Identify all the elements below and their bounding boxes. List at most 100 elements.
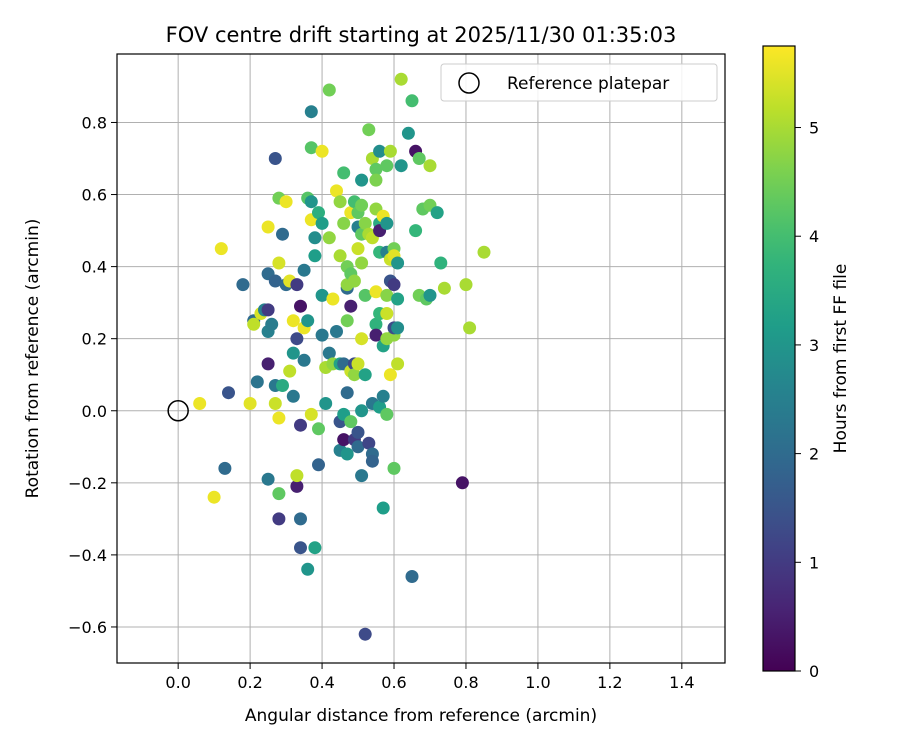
scatter-point <box>236 278 250 292</box>
plot-frame <box>116 53 726 664</box>
legend-label: Reference platepar <box>507 74 669 94</box>
scatter-point <box>265 317 279 331</box>
scatter-point <box>369 317 383 331</box>
scatter-point <box>308 249 322 263</box>
scatter-point <box>315 288 329 302</box>
scatter-point <box>243 397 257 410</box>
scatter-point <box>383 368 397 382</box>
scatter-point <box>337 433 351 447</box>
scatter-point <box>391 256 405 270</box>
scatter-point <box>344 415 358 429</box>
scatter-point <box>387 278 401 292</box>
x-tick-label: 0.0 <box>165 673 190 692</box>
y-tick-label: 0.8 <box>82 113 107 132</box>
scatter-point <box>286 314 300 328</box>
x-tick-label: 0.8 <box>453 673 478 692</box>
scatter-point <box>455 476 469 490</box>
scatter-point <box>362 123 376 137</box>
colorbar-tick-label: 3 <box>809 336 819 355</box>
scatter-point <box>290 278 304 292</box>
scatter-point <box>351 357 365 371</box>
scatter-point <box>330 184 343 198</box>
scatter-point <box>355 469 369 483</box>
legend-reference-marker <box>458 72 480 94</box>
scatter-point <box>315 328 329 342</box>
scatter-point <box>301 314 315 328</box>
scatter-point <box>272 411 286 425</box>
scatter-point <box>387 461 401 475</box>
scatter-point <box>391 292 405 306</box>
scatter-point <box>463 321 477 335</box>
scatter-point <box>315 216 329 230</box>
reference-marker-layer <box>167 400 189 422</box>
y-tick-label: −0.4 <box>68 546 107 565</box>
scatter-point <box>333 195 347 209</box>
scatter-point <box>290 332 304 346</box>
scatter-point <box>369 328 383 342</box>
scatter-point <box>394 72 408 86</box>
scatter-point <box>351 425 365 439</box>
colorbar-tick-label: 0 <box>809 662 819 681</box>
scatter-point <box>383 144 397 158</box>
scatter-point <box>283 364 297 378</box>
scatter-point <box>355 404 369 418</box>
scatter-point <box>286 389 300 403</box>
x-tick-label: 0.6 <box>381 673 406 692</box>
scatter-point <box>286 346 300 360</box>
scatter-point <box>380 159 394 173</box>
scatter-point <box>409 224 423 238</box>
scatter-point <box>434 256 448 270</box>
x-tick-label: 1.2 <box>597 673 622 692</box>
scatter-point <box>423 159 437 173</box>
scatter-point <box>376 501 390 515</box>
y-tick-label: 0.2 <box>82 330 107 349</box>
scatter-point <box>430 206 444 220</box>
scatter-point <box>326 292 340 306</box>
scatter-point <box>304 407 318 421</box>
scatter-point <box>380 407 394 421</box>
legend-box <box>440 63 718 102</box>
scatter-point <box>351 242 365 256</box>
scatter-point <box>268 152 282 165</box>
scatter-point <box>214 242 228 256</box>
scatter-point <box>423 288 437 302</box>
scatter-point <box>391 321 405 335</box>
colorbar-tick-label: 5 <box>809 119 819 138</box>
colorbar-gradient <box>762 45 796 672</box>
scatter-point <box>261 472 275 486</box>
y-tick-label: 0.4 <box>82 258 107 277</box>
scatter-point <box>290 469 304 483</box>
scatter-point <box>365 454 379 468</box>
scatter-point <box>337 166 351 180</box>
scatter-point <box>294 541 307 555</box>
scatter-point <box>207 490 221 504</box>
scatter-point <box>261 303 275 317</box>
scatter-point <box>344 299 358 313</box>
scatter-point <box>355 332 369 346</box>
scatter-point <box>276 227 289 241</box>
scatter-point <box>380 307 394 320</box>
scatter-point <box>330 325 343 338</box>
scatter-point <box>347 274 361 288</box>
x-axis-ticks: 0.0 0.2 0.4 0.6 0.8 1.0 1.2 1.4 <box>165 663 695 692</box>
scatter-point <box>315 144 329 158</box>
scatter-point <box>347 368 361 382</box>
scatter-point <box>369 173 383 187</box>
scatter-point <box>412 152 426 165</box>
scatter-points <box>193 72 491 641</box>
scatter-point <box>301 562 315 576</box>
y-tick-label: 0.0 <box>82 402 107 421</box>
reference-platepar-marker <box>167 400 189 422</box>
scatter-point <box>308 231 322 245</box>
colorbar-ticks: 0 1 2 3 4 5 <box>795 119 819 681</box>
scatter-point <box>405 570 419 583</box>
scatter-point <box>337 216 351 230</box>
colorbar-tick-label: 4 <box>809 227 819 246</box>
scatter-point <box>380 216 394 230</box>
scatter-point <box>477 245 491 259</box>
y-tick-label: 0.6 <box>82 186 107 205</box>
scatter-point <box>261 220 275 234</box>
scatter-point <box>380 288 394 302</box>
scatter-point <box>272 256 286 270</box>
scatter-point <box>333 249 347 263</box>
